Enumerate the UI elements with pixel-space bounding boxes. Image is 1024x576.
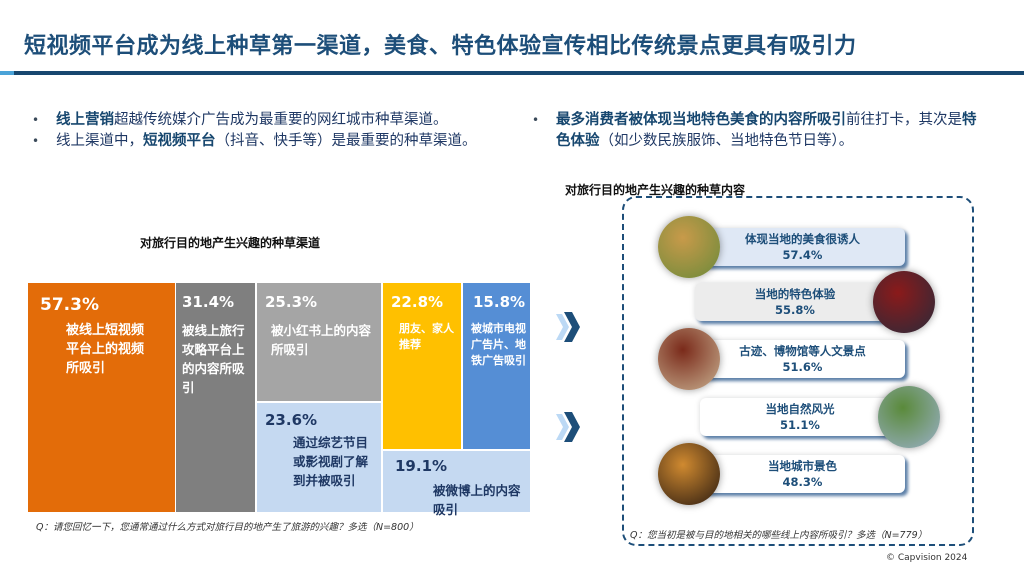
cell-label: 被小红书上的内容所吸引 — [271, 323, 372, 357]
chevron-right-icon — [556, 312, 580, 342]
card-pct: 57.4% — [782, 248, 823, 262]
cell-percent: 31.4% — [182, 293, 235, 311]
title-divider — [0, 71, 1024, 75]
cell-label: 通过综艺节目或影视剧了解到并被吸引 — [293, 435, 369, 488]
right-chart-title: 对旅行目的地产生兴趣的种草内容 — [565, 183, 746, 197]
treemap-cell: 19.1% 被微博上的内容吸引 — [383, 451, 530, 517]
cell-percent: 19.1% — [395, 457, 448, 475]
historic-gate-photo — [658, 328, 720, 390]
bullet-item: 线上营销超越传统媒介广告成为最重要的网红城市种草渠道。 — [28, 110, 498, 131]
bullet-bold: 特色体验 — [556, 112, 977, 149]
page-title: 短视频平台成为线上种草第一渠道，美食、特色体验宣传相比传统景点更具有吸引力 — [24, 34, 857, 59]
bullet-item: 最多消费者被体现当地特色美食的内容所吸引前往打卡，其次是特色体验（如少数民族服饰… — [528, 110, 988, 152]
content-card: 当地的特色体验 55.8% — [695, 283, 895, 321]
food-photo — [658, 216, 720, 278]
card-pct: 51.1% — [780, 418, 820, 432]
bullet-bold: 短视频平台 — [143, 133, 216, 149]
cell-label: 被线上短视频平台上的视频所吸引 — [66, 323, 145, 376]
content-card: 当地城市景色 48.3% — [700, 455, 905, 493]
mountain-photo — [878, 386, 940, 448]
card-label: 古迹、博物馆等人文景点 — [739, 344, 866, 358]
copyright: © Capvision 2024 — [886, 553, 968, 563]
cell-percent: 23.6% — [265, 411, 318, 429]
bullet-text: （如少数民族服饰、当地特色节日等）。 — [599, 133, 854, 149]
left-question: Q：请您回忆一下，您通常通过什么方式对旅行目的地产生了旅游的兴趣？多选（N=80… — [36, 522, 419, 533]
cell-percent: 25.3% — [265, 293, 318, 311]
card-label: 体现当地的美食很诱人 — [745, 232, 860, 246]
treemap-cell: 15.8% 被城市电视广告片、地铁广告吸引 — [463, 283, 530, 449]
treemap-cell: 31.4% 被线上旅行攻略平台上的内容所吸引 — [176, 283, 255, 512]
treemap-cell: 23.6% 通过综艺节目或影视剧了解到并被吸引 — [257, 403, 381, 512]
cell-label: 被微博上的内容吸引 — [433, 483, 521, 517]
right-bullets: 最多消费者被体现当地特色美食的内容所吸引前往打卡，其次是特色体验（如少数民族服饰… — [528, 110, 988, 152]
ethnic-costume-photo — [873, 271, 935, 333]
treemap-cell: 57.3% 被线上短视频平台上的视频所吸引 — [28, 283, 175, 512]
title-divider-accent — [0, 71, 14, 75]
cell-label: 被城市电视广告片、地铁广告吸引 — [471, 322, 526, 367]
card-pct: 55.8% — [775, 303, 815, 317]
cell-label: 被线上旅行攻略平台上的内容所吸引 — [182, 323, 245, 395]
content-card: 体现当地的美食很诱人 57.4% — [700, 228, 905, 266]
content-card: 当地自然风光 51.1% — [700, 398, 900, 436]
content-panel — [622, 196, 974, 546]
bullet-text: 线上渠道中， — [56, 133, 143, 149]
bullet-text: 超越传统媒介广告成为最重要的网红城市种草渠道。 — [114, 112, 448, 128]
card-label: 当地城市景色 — [768, 459, 837, 473]
cell-percent: 22.8% — [391, 293, 444, 311]
card-label: 当地的特色体验 — [754, 287, 836, 301]
cell-percent: 57.3% — [40, 295, 99, 315]
bullet-text: 前往打卡，其次是 — [846, 112, 962, 128]
content-card: 古迹、博物馆等人文景点 51.6% — [700, 340, 905, 378]
bullet-bold: 线上营销 — [56, 112, 114, 128]
chevron-right-icon — [556, 412, 580, 442]
card-pct: 51.6% — [782, 360, 823, 374]
city-night-photo — [658, 443, 720, 505]
card-pct: 48.3% — [782, 475, 823, 489]
cell-label: 朋友、家人推荐 — [399, 322, 454, 351]
bullet-text: （抖音、快手等）是最重要的种草渠道。 — [215, 133, 477, 149]
right-question: Q：您当初是被与目的地相关的哪些线上内容所吸引？多选（N=779） — [630, 530, 928, 541]
left-bullets: 线上营销超越传统媒介广告成为最重要的网红城市种草渠道。 线上渠道中，短视频平台（… — [28, 110, 498, 152]
bullet-item: 线上渠道中，短视频平台（抖音、快手等）是最重要的种草渠道。 — [28, 131, 498, 152]
bullet-bold: 最多消费者被体现当地特色美食的内容所吸引 — [556, 112, 846, 128]
treemap-cell: 25.3% 被小红书上的内容所吸引 — [257, 283, 381, 401]
left-chart-title: 对旅行目的地产生兴趣的种草渠道 — [140, 236, 321, 250]
cell-percent: 15.8% — [473, 293, 526, 311]
card-label: 当地自然风光 — [765, 402, 835, 416]
treemap-cell: 22.8% 朋友、家人推荐 — [383, 283, 461, 449]
